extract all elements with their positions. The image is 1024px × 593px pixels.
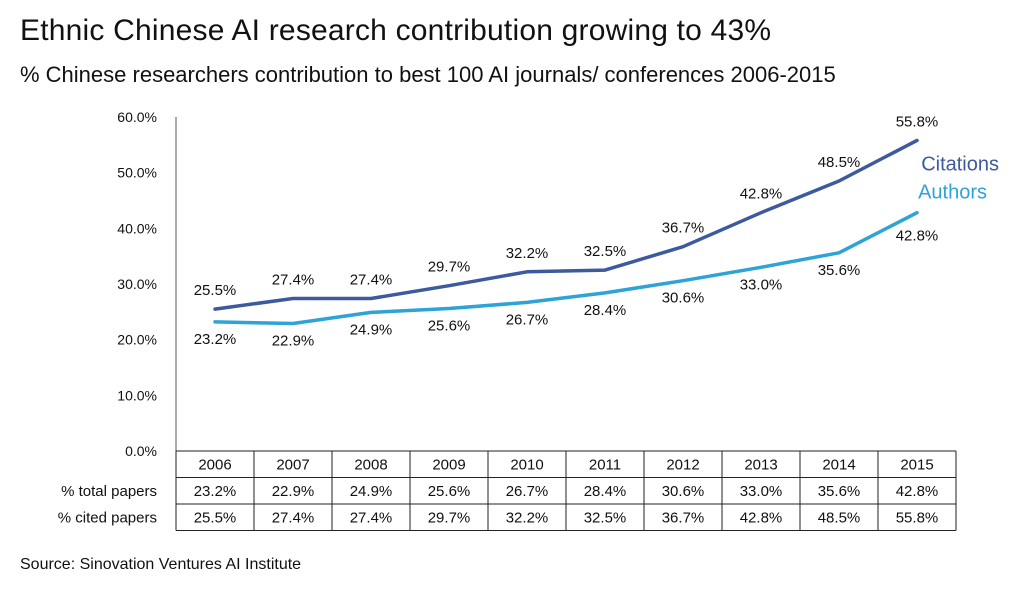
table-cell: 27.4% xyxy=(272,509,315,526)
data-label-citations: 25.5% xyxy=(194,282,237,299)
x-tick-label: 2014 xyxy=(822,456,855,473)
y-tick-label: 50.0% xyxy=(117,165,157,181)
table-cell: 42.8% xyxy=(740,509,783,526)
y-tick-label: 60.0% xyxy=(117,109,157,125)
data-label-authors: 35.6% xyxy=(818,262,861,279)
y-tick-label: 10.0% xyxy=(117,387,157,403)
x-tick-label: 2009 xyxy=(432,456,465,473)
data-label-authors: 30.6% xyxy=(662,290,705,307)
y-tick-label: 0.0% xyxy=(125,443,157,459)
x-tick-label: 2015 xyxy=(900,456,933,473)
series-label-authors: Authors xyxy=(918,182,987,204)
data-label-citations: 32.5% xyxy=(584,243,627,260)
data-label-authors: 23.2% xyxy=(194,331,237,348)
data-label-citations: 48.5% xyxy=(818,154,861,171)
source-note: Source: Sinovation Ventures AI Institute xyxy=(20,556,302,573)
data-label-authors: 22.9% xyxy=(272,333,315,350)
data-label-citations: 42.8% xyxy=(740,186,783,203)
table-cell: 26.7% xyxy=(506,483,549,500)
x-tick-label: 2011 xyxy=(589,456,621,473)
table-cell: 25.5% xyxy=(194,509,237,526)
table-row-header: % total papers xyxy=(61,483,157,500)
series-label-citations: Citations xyxy=(921,153,999,175)
data-label-authors: 24.9% xyxy=(350,321,393,338)
series-line-authors xyxy=(213,210,919,326)
table-cell: 42.8% xyxy=(896,483,939,500)
data-label-citations: 27.4% xyxy=(272,271,315,288)
table-cell: 29.7% xyxy=(428,509,471,526)
series-line-citations xyxy=(213,138,919,311)
data-label-citations: 27.4% xyxy=(350,271,393,288)
data-label-citations: 32.2% xyxy=(506,245,549,262)
table-cell: 36.7% xyxy=(662,509,705,526)
table-cell: 24.9% xyxy=(350,483,393,500)
x-tick-label: 2012 xyxy=(666,456,699,473)
table-cell: 22.9% xyxy=(272,483,315,500)
x-tick-label: 2010 xyxy=(510,456,543,473)
table-cell: 33.0% xyxy=(740,483,783,500)
x-tick-label: 2006 xyxy=(198,456,231,473)
data-label-authors: 25.6% xyxy=(428,317,471,334)
table-cell: 30.6% xyxy=(662,483,705,500)
data-label-citations: 55.8% xyxy=(896,113,939,130)
data-label-citations: 29.7% xyxy=(428,259,471,276)
data-label-authors: 26.7% xyxy=(506,311,549,328)
table-cell: 32.5% xyxy=(584,509,627,526)
data-label-authors: 42.8% xyxy=(896,228,939,245)
chart-title: Ethnic Chinese AI research contribution … xyxy=(20,14,772,47)
table-row-header: % cited papers xyxy=(58,509,157,526)
chart-subtitle: % Chinese researchers contribution to be… xyxy=(20,62,836,87)
table-cell: 23.2% xyxy=(194,483,237,500)
table-cell: 25.6% xyxy=(428,483,471,500)
x-tick-label: 2007 xyxy=(276,456,309,473)
table-cell: 48.5% xyxy=(818,509,861,526)
table-cell: 28.4% xyxy=(584,483,627,500)
y-tick-label: 40.0% xyxy=(117,220,157,236)
table-cell: 55.8% xyxy=(896,509,939,526)
table-cell: 35.6% xyxy=(818,483,861,500)
table-cell: 32.2% xyxy=(506,509,549,526)
table-cell: 27.4% xyxy=(350,509,393,526)
x-tick-label: 2013 xyxy=(744,456,777,473)
data-label-authors: 33.0% xyxy=(740,276,783,293)
data-label-authors: 28.4% xyxy=(584,302,627,319)
y-tick-label: 20.0% xyxy=(117,332,157,348)
x-tick-label: 2008 xyxy=(354,456,387,473)
y-tick-label: 30.0% xyxy=(117,276,157,292)
data-label-citations: 36.7% xyxy=(662,220,705,237)
